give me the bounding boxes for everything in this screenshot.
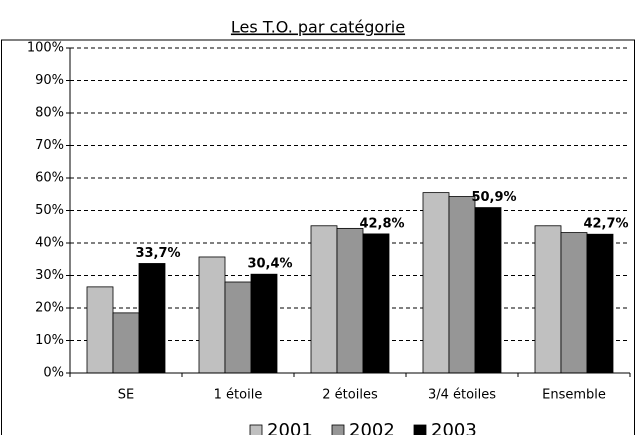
data-label: 30,4% bbox=[247, 257, 292, 272]
data-label: 50,9% bbox=[471, 190, 516, 205]
chart-frame bbox=[1, 39, 635, 435]
bar bbox=[112, 312, 140, 374]
bar bbox=[560, 232, 588, 374]
legend-swatch bbox=[249, 424, 263, 435]
x-tick-label: Ensemble bbox=[542, 388, 606, 403]
y-tick-label: 60% bbox=[35, 171, 64, 186]
bar bbox=[250, 273, 278, 374]
y-tick-label: 30% bbox=[35, 268, 64, 283]
x-tick-label: 3/4 étoiles bbox=[428, 388, 496, 403]
bar bbox=[534, 225, 562, 374]
y-tick-label: 50% bbox=[35, 203, 64, 218]
y-tick-label: 10% bbox=[35, 333, 64, 348]
y-tick-label: 90% bbox=[35, 73, 64, 88]
x-tick-label: 1 étoile bbox=[214, 388, 263, 403]
y-tick-label: 40% bbox=[35, 236, 64, 251]
y-tick-label: 100% bbox=[27, 41, 64, 56]
bar bbox=[362, 233, 390, 374]
bar bbox=[422, 192, 450, 374]
y-tick-label: 0% bbox=[43, 366, 64, 381]
x-tick-label: SE bbox=[118, 388, 134, 403]
bar bbox=[448, 196, 476, 374]
bar bbox=[86, 286, 114, 374]
legend-label: 2003 bbox=[431, 420, 477, 435]
bar bbox=[138, 263, 166, 374]
y-tick-label: 20% bbox=[35, 301, 64, 316]
x-tick-label: 2 étoiles bbox=[322, 388, 378, 403]
bar bbox=[474, 207, 502, 374]
data-label: 42,7% bbox=[583, 217, 628, 232]
y-tick-label: 80% bbox=[35, 106, 64, 121]
y-tick-label: 70% bbox=[35, 138, 64, 153]
legend-label: 2001 bbox=[267, 420, 313, 435]
legend-swatch bbox=[413, 424, 427, 435]
chart-title: Les T.O. par catégorie bbox=[231, 18, 405, 37]
data-label: 33,7% bbox=[135, 246, 180, 261]
bar bbox=[336, 227, 364, 374]
bar bbox=[310, 225, 338, 374]
bar bbox=[224, 281, 252, 374]
legend-label: 2002 bbox=[349, 420, 395, 435]
data-label: 42,8% bbox=[359, 216, 404, 231]
bar bbox=[586, 233, 614, 374]
bar bbox=[198, 256, 226, 374]
legend-swatch bbox=[331, 424, 345, 435]
